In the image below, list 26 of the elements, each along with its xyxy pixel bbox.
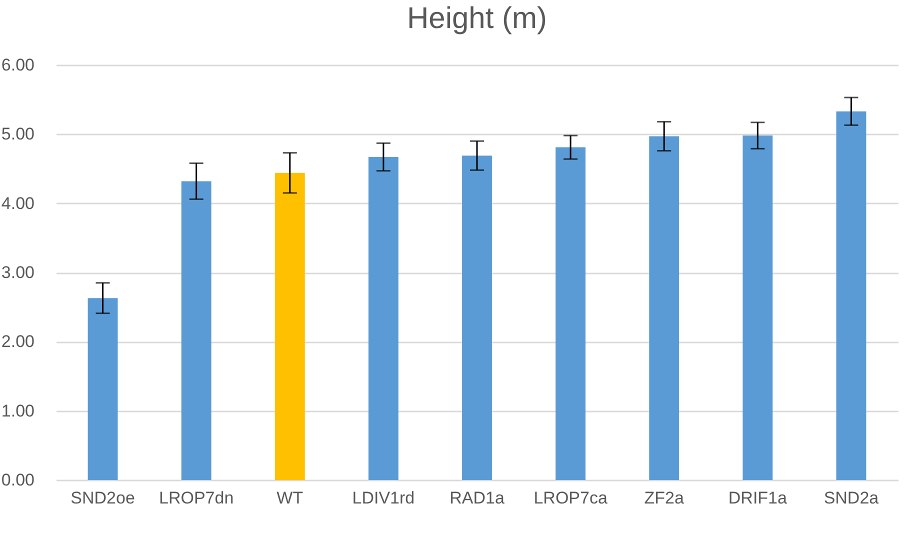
x-tick-label: WT bbox=[276, 488, 304, 508]
bar bbox=[274, 172, 305, 480]
y-tick-label: 3.00 bbox=[1, 263, 34, 282]
bar bbox=[181, 181, 212, 480]
x-tick-label: LROP7dn bbox=[158, 488, 234, 508]
x-tick-label: SND2oe bbox=[70, 488, 135, 508]
chart-title: Height (m) bbox=[406, 2, 548, 35]
bar bbox=[649, 136, 680, 480]
y-tick-label: 6.00 bbox=[1, 56, 34, 74]
x-tick-label: LDIV1rd bbox=[352, 488, 415, 508]
bar bbox=[88, 298, 118, 480]
bar bbox=[836, 111, 866, 480]
bar bbox=[742, 136, 773, 480]
y-tick-label: 5.00 bbox=[1, 124, 34, 144]
y-tick-label: 4.00 bbox=[1, 194, 34, 213]
x-tick-label: RAD1a bbox=[450, 488, 505, 508]
bar bbox=[368, 156, 398, 480]
y-tick-label: 0.00 bbox=[1, 470, 34, 490]
y-tick-label: 2.00 bbox=[1, 332, 34, 352]
y-tick-label: 1.00 bbox=[1, 401, 34, 420]
x-tick-label: ZF2a bbox=[644, 488, 684, 508]
bar bbox=[556, 147, 586, 480]
x-tick-label: SND2a bbox=[824, 488, 880, 508]
x-tick-label: DRIF1a bbox=[728, 488, 788, 508]
x-tick-label: LROP7ca bbox=[534, 488, 608, 508]
bar bbox=[462, 156, 492, 480]
